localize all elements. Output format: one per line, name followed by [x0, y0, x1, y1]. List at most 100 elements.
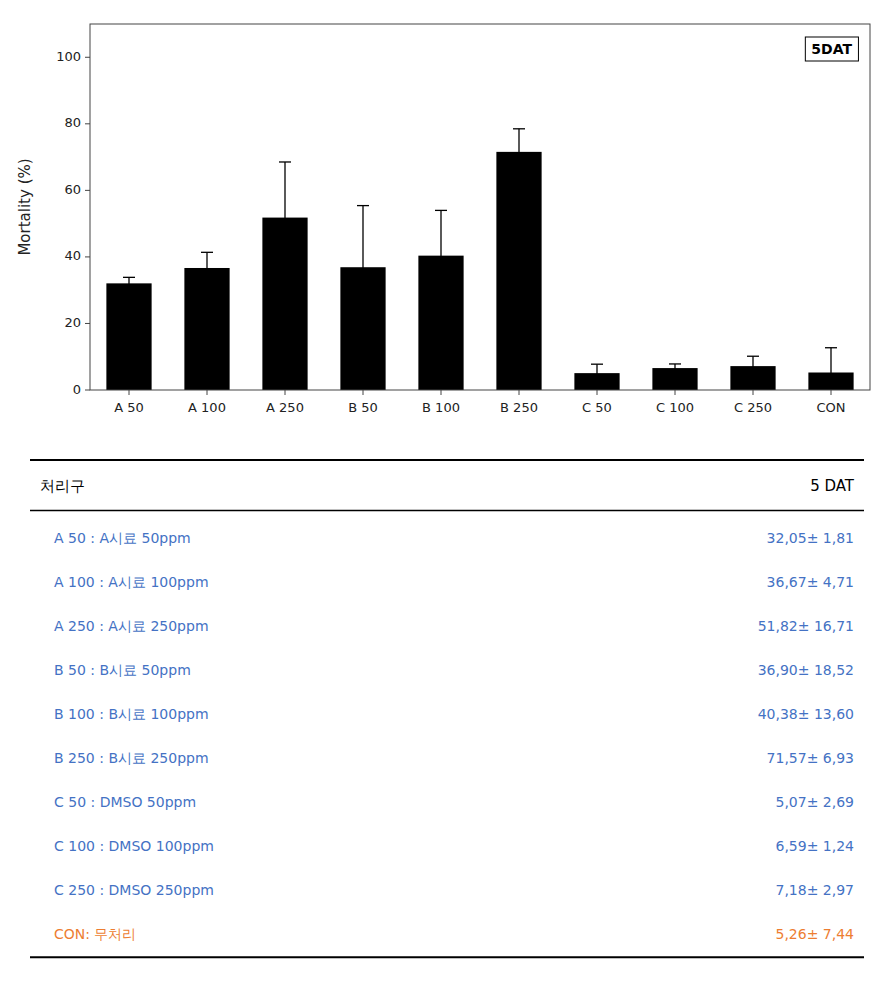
y-tick — [85, 190, 90, 191]
error-bar — [123, 277, 135, 289]
error-cap — [747, 375, 759, 376]
error-cap — [123, 289, 135, 290]
bar — [496, 152, 541, 390]
error-line — [596, 364, 597, 382]
error-cap — [513, 174, 525, 175]
x-tick — [207, 390, 208, 395]
table-cell: CON: 무처리 — [54, 926, 136, 942]
table-cell: C 50 : DMSO 50ppm — [54, 794, 196, 810]
table-cell: 36,67± 4,71 — [767, 574, 854, 590]
x-tick-label: C 50 — [582, 400, 612, 415]
annotation-group: 5DAT — [805, 37, 858, 61]
table-cell: B 50 : B시료 50ppm — [54, 662, 191, 678]
error-cap — [825, 347, 837, 348]
table-cell: 51,82± 16,71 — [758, 618, 854, 634]
y-tick-label: 100 — [56, 49, 81, 64]
x-tick-label: B 250 — [500, 400, 538, 415]
error-line — [206, 252, 207, 283]
y-axis-label: Mortality (%) — [16, 158, 34, 255]
error-cap — [201, 283, 213, 284]
table-cell: 6,59± 1,24 — [775, 838, 854, 854]
x-tick-label: CON — [816, 400, 845, 415]
error-cap — [513, 128, 525, 129]
error-line — [362, 206, 363, 329]
table-cell: 36,90± 18,52 — [758, 662, 854, 678]
y-tick — [85, 323, 90, 324]
table-header-line — [30, 510, 864, 512]
y-tick-label: 80 — [64, 115, 81, 130]
error-cap — [591, 381, 603, 382]
error-bar — [669, 364, 681, 372]
annotation-box — [805, 37, 858, 61]
y-tick-label: 60 — [64, 182, 81, 197]
error-bar — [513, 129, 525, 175]
y-tick — [85, 256, 90, 257]
error-bar — [279, 162, 291, 273]
error-bar — [747, 356, 759, 376]
marks — [106, 129, 853, 390]
x-tick — [597, 390, 598, 395]
x-tick — [363, 390, 364, 395]
error-bar — [435, 210, 447, 301]
table-header: 처리구 — [40, 477, 85, 495]
x-tick-label: A 100 — [188, 400, 226, 415]
y-tick-label: 40 — [64, 248, 81, 263]
error-line — [752, 356, 753, 376]
table-cell: B 100 : B시료 100ppm — [54, 706, 209, 722]
error-cap — [669, 372, 681, 373]
x-tick-label: C 250 — [734, 400, 772, 415]
table-cell: 5,07± 2,69 — [775, 794, 854, 810]
error-cap — [435, 300, 447, 301]
y-tick — [85, 123, 90, 124]
error-cap — [669, 363, 681, 364]
chart: 020406080100A 50A 100A 250B 50B 100B 250… — [0, 0, 894, 1002]
table-cell: 7,18± 2,97 — [775, 882, 854, 898]
x-tick-label: B 50 — [348, 400, 378, 415]
error-cap — [435, 210, 447, 211]
error-line — [674, 364, 675, 372]
error-cap — [591, 364, 603, 365]
y-tick — [85, 390, 90, 391]
table-header: 5 DAT — [810, 477, 855, 495]
table-cell: A 100 : A시료 100ppm — [54, 574, 209, 590]
table-cell: B 250 : B시료 250ppm — [54, 750, 209, 766]
error-line — [128, 277, 129, 289]
table-cell: A 250 : A시료 250ppm — [54, 618, 209, 634]
error-cap — [747, 356, 759, 357]
error-cap — [357, 205, 369, 206]
y-tick-label: 0 — [73, 382, 81, 397]
table-cell: 71,57± 6,93 — [767, 750, 854, 766]
error-line — [284, 162, 285, 273]
table-cell: 40,38± 13,60 — [758, 706, 854, 722]
bar — [184, 268, 229, 390]
plot-frame — [90, 24, 870, 390]
error-cap — [279, 273, 291, 274]
x-tick-label: A 250 — [266, 400, 304, 415]
error-cap — [201, 252, 213, 253]
error-bar — [591, 364, 603, 382]
bar — [106, 283, 151, 390]
x-tick — [753, 390, 754, 395]
x-tick-label: A 50 — [114, 400, 144, 415]
error-bar — [825, 348, 837, 390]
error-cap — [279, 161, 291, 162]
table-cell: A 50 : A시료 50ppm — [54, 530, 191, 546]
x-tick — [285, 390, 286, 395]
y-tick — [85, 57, 90, 58]
x-tick — [675, 390, 676, 395]
table-cell: C 100 : DMSO 100ppm — [54, 838, 214, 854]
error-line — [830, 348, 831, 390]
error-bar — [357, 206, 369, 329]
x-tick-label: B 100 — [422, 400, 460, 415]
x-tick — [519, 390, 520, 395]
error-line — [440, 210, 441, 301]
x-tick-label: C 100 — [656, 400, 694, 415]
table-bottom-line — [30, 956, 864, 958]
table-cell: 5,26± 7,44 — [775, 926, 854, 942]
error-line — [518, 129, 519, 175]
x-tick — [129, 390, 130, 395]
x-tick — [831, 390, 832, 395]
error-cap — [357, 328, 369, 329]
error-bar — [201, 252, 213, 283]
table-cell: C 250 : DMSO 250ppm — [54, 882, 214, 898]
